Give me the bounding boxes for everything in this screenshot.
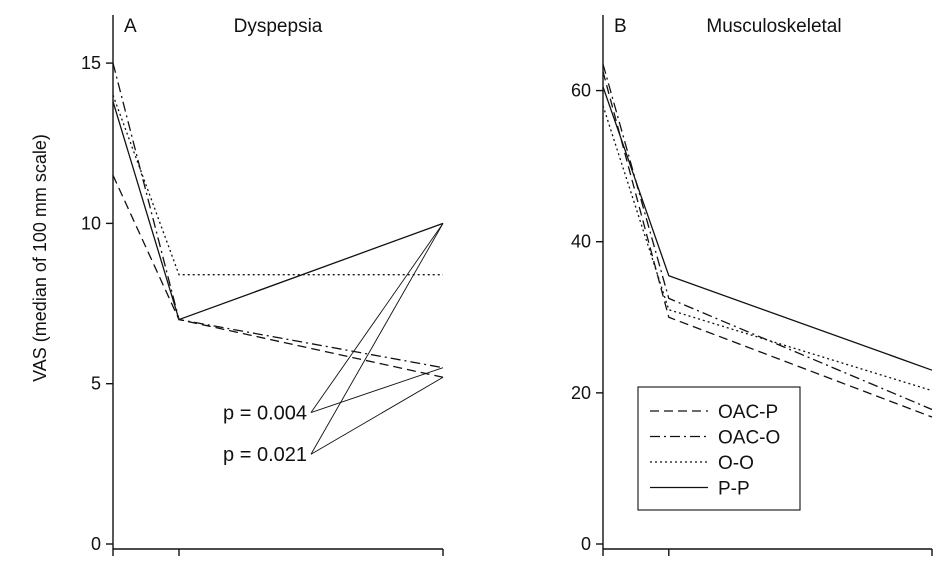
y-tick-label: 40: [571, 232, 591, 252]
panel-a-letter: A: [124, 16, 137, 37]
y-tick-label: 0: [581, 534, 591, 554]
series-line-oac-o: [602, 63, 933, 411]
y-tick-label: 20: [571, 383, 591, 403]
legend-label: P-P: [718, 479, 750, 500]
annotation-leader-line: [310, 376, 444, 455]
series-line-p-p: [602, 86, 933, 371]
y-tick-label: 5: [91, 374, 101, 394]
annotation-leader-line: [310, 367, 444, 413]
x-tick-label: W5: [430, 563, 457, 566]
annotation-leader-line: [310, 223, 444, 455]
p-value-annotation: p = 0.021: [223, 444, 307, 466]
legend-label: O-O: [718, 453, 754, 474]
panel-b-musculoskeletal: B Musculoskeletal 0204060W0W1W5OAC-POAC-…: [571, 15, 946, 566]
x-tick-label: W0: [590, 563, 617, 566]
panel-a-dyspepsia: A Dyspepsia 0 5 10 15 W0 W1 W5 p = 0.004 p = 0.0…: [81, 15, 457, 566]
panel-a-title: Dyspepsia: [234, 16, 323, 37]
x-tick-label: W1: [166, 563, 193, 566]
p-value-annotation: p = 0.004: [223, 403, 307, 425]
y-tick-label: 60: [571, 81, 591, 101]
annotation-leader-line: [310, 223, 444, 413]
legend-box: [637, 386, 801, 511]
legend-label: OAC-P: [718, 402, 778, 423]
legend-label: OAC-O: [718, 428, 780, 449]
x-tick-label: W0: [100, 563, 127, 566]
legend: OAC-P OAC-O O-O P-P: [637, 386, 801, 511]
x-tick-label: W5: [919, 563, 946, 566]
series-line-oac-p: [112, 175, 444, 378]
series-line-oac-p: [602, 71, 933, 418]
y-tick-label: 0: [91, 534, 101, 554]
x-tick-label: W1: [655, 563, 682, 566]
series-line-o-o: [602, 105, 933, 392]
panel-b-letter: B: [614, 16, 627, 37]
y-tick-label: 15: [81, 53, 101, 73]
panel-b-title: Musculoskeletal: [706, 16, 841, 37]
y-tick-label: 10: [81, 213, 101, 233]
series-line-o-o: [112, 94, 443, 276]
series-line-oac-o: [112, 62, 444, 369]
y-axis-label: VAS (median of 100 mm scale): [30, 134, 50, 382]
series-line-p-p: [112, 101, 444, 321]
